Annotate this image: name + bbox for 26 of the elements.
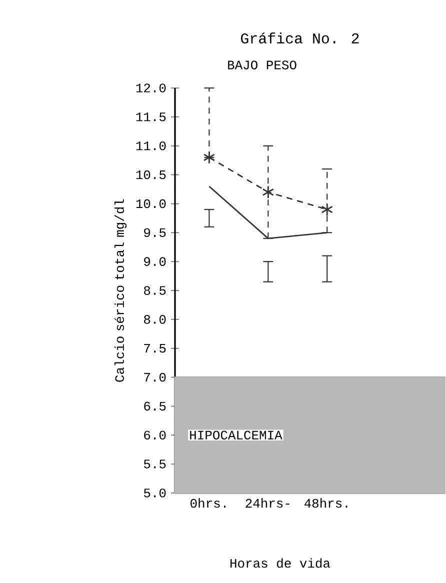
x-tick-label: 24hrs- <box>246 498 290 508</box>
y-tick-label: 6.0 <box>144 430 166 440</box>
y-tick-label: 6.5 <box>144 402 166 411</box>
y-tick-label: 10.0 <box>136 199 166 208</box>
y-tick-label: 8.5 <box>144 286 166 295</box>
x-tick-label: 48hrs. <box>304 498 348 508</box>
point <box>262 185 274 199</box>
point <box>321 202 334 216</box>
band-label: HIPOCALCEMIA <box>190 430 282 440</box>
y-tick-label: 7.5 <box>144 344 166 353</box>
y-tick-label: 12.0 <box>136 84 166 92</box>
x-axis-title: Horas de vida <box>230 558 330 568</box>
y-tick-label: 11.5 <box>136 112 166 122</box>
y-tick-label: 7.0 <box>144 372 166 382</box>
y-tick-label: 9.5 <box>144 228 166 238</box>
y-tick-label: 8.0 <box>144 315 166 324</box>
chart-subtitle: BAJO PESO <box>228 60 296 70</box>
y-tick-label: 5.0 <box>144 488 166 498</box>
chart-title: Gráfica No. 2 <box>241 32 359 44</box>
y-tick-label: 9.0 <box>144 257 166 266</box>
y-axis-title: Calcio sérico total mg/dl <box>114 199 127 382</box>
y-tick-label: 10.5 <box>136 170 166 180</box>
point <box>203 150 216 164</box>
x-tick-label: 0hrs. <box>190 498 226 508</box>
y-tick-label: 5.5 <box>144 460 166 468</box>
y-tick-label: 11.0 <box>136 141 166 150</box>
